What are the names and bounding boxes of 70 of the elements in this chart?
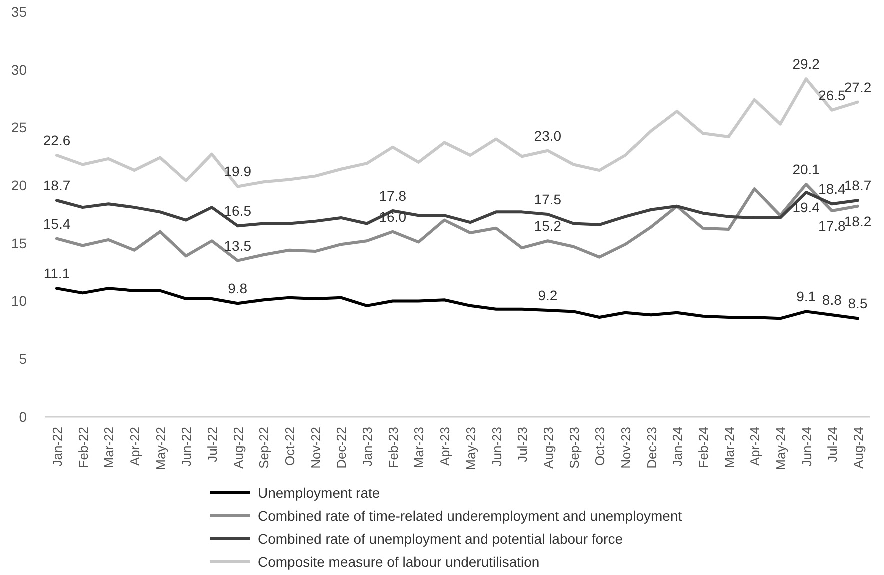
data-label: 26.5 [818,87,846,104]
x-tick-label: Jan-22 [50,427,65,467]
legend-label: Combined rate of unemployment and potential labour force [258,530,624,547]
x-tick-label: Jul-22 [205,427,220,462]
legend-label: Combined rate of time-related underemployment and unemployment [258,508,682,524]
y-tick-label: 15 [11,235,28,252]
x-tick-label: Apr-24 [748,427,763,466]
x-tick-label: Dec-23 [644,427,660,469]
x-tick-label: Jul-23 [515,427,530,462]
legend-label: Composite measure of labour underutilisation [258,554,540,570]
x-tick-label: Feb-24 [696,427,711,468]
x-tick-label: Apr-23 [438,427,453,466]
x-tick-label: Aug-24 [851,427,866,469]
data-label: 29.2 [792,56,820,72]
x-tick-label: Sep-23 [566,427,582,469]
x-tick-label: Nov-22 [308,427,324,469]
data-label: 19.4 [792,200,820,216]
x-tick-label: Mar-24 [722,427,737,468]
x-tick-label: Oct-23 [592,427,608,466]
y-tick-label: 5 [19,351,28,368]
data-label: 20.1 [792,161,820,178]
x-tick-label: Feb-22 [76,427,91,468]
data-label: 19.9 [224,164,252,180]
data-label: 17.8 [379,188,407,204]
data-label: 18.7 [844,178,872,194]
data-label: 15.2 [534,218,562,234]
data-label: 11.1 [44,266,70,282]
x-tick-label: Jun-22 [179,427,194,467]
y-tick-label: 0 [19,408,28,425]
x-tick-label: Aug-22 [230,427,246,469]
data-label: 16.0 [379,208,407,225]
data-label: 23.0 [534,128,562,144]
x-tick-label: Mar-22 [102,427,117,468]
data-label: 17.5 [534,192,562,208]
x-tick-label: Feb-23 [386,427,401,468]
x-tick-label: Apr-22 [128,427,143,466]
y-tick-label: 20 [11,177,28,194]
x-tick-label: Aug-23 [540,427,556,469]
data-label: 15.4 [43,216,71,232]
y-tick-label: 30 [11,62,28,78]
x-tick-label: Mar-23 [412,427,427,468]
data-label: 9.8 [228,280,248,297]
x-tick-label: May-22 [153,427,168,470]
y-tick-label: 10 [11,293,28,310]
data-label: 9.1 [796,288,816,305]
x-tick-label: Sep-22 [256,427,272,469]
x-tick-label: Jan-23 [360,427,376,467]
x-tick-label: Jul-24 [825,427,840,462]
data-label: 8.5 [848,296,868,312]
x-tick-label: Oct-22 [282,427,298,466]
x-tick-label: Dec-22 [334,427,350,469]
data-label: 8.8 [822,292,842,308]
x-tick-label: May-24 [773,427,788,470]
x-tick-label: Jun-24 [799,427,814,467]
y-tick-label: 25 [11,120,28,136]
data-label: 16.5 [224,203,252,220]
x-tick-label: Jan-24 [670,427,686,467]
y-tick-label: 35 [11,4,28,20]
x-tick-label: Jun-23 [489,427,504,467]
legend-label: Unemployment rate [258,484,380,501]
data-label: 13.5 [224,238,252,254]
data-label: 18.2 [844,213,872,230]
x-tick-label: May-23 [463,427,478,470]
data-label: 27.2 [844,79,872,96]
data-label: 9.2 [538,288,558,304]
x-tick-label: Nov-23 [618,427,634,469]
data-label: 22.6 [43,132,71,148]
data-label: 17.8 [818,218,846,234]
data-label: 18.7 [43,178,71,194]
data-label: 18.4 [818,181,846,198]
